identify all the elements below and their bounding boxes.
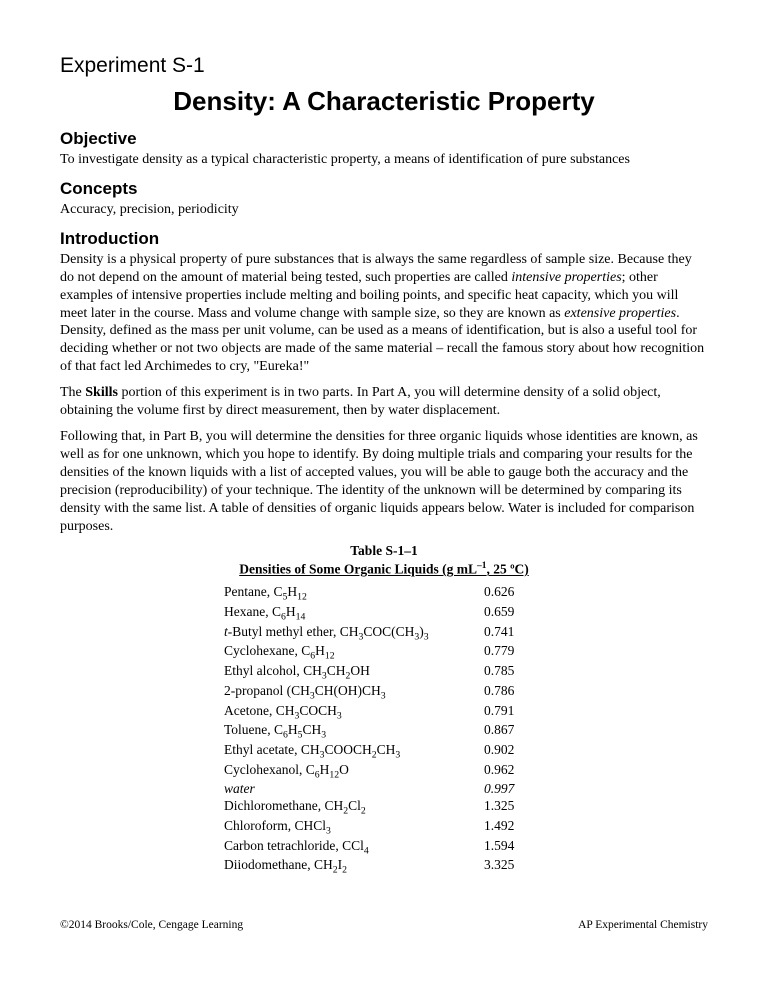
intro-p2-c: portion of this experiment is in two par… xyxy=(60,385,661,418)
compound-name: water xyxy=(224,781,484,798)
table-row: 2-propanol (CH3CH(OH)CH30.786 xyxy=(224,682,544,702)
footer-left: ©2014 Brooks/Cole, Cengage Learning xyxy=(60,919,243,931)
concepts-text: Accuracy, precision, periodicity xyxy=(60,201,708,219)
density-value: 1.594 xyxy=(484,837,544,857)
intro-p2-a: The xyxy=(60,385,85,400)
compound-name: Diiodomethane, CH2I2 xyxy=(224,857,484,877)
density-value: 0.785 xyxy=(484,663,544,683)
density-value: 0.786 xyxy=(484,682,544,702)
table-row: water0.997 xyxy=(224,781,544,798)
footer: ©2014 Brooks/Cole, Cengage Learning AP E… xyxy=(60,919,708,931)
compound-name: Dichloromethane, CH2Cl2 xyxy=(224,798,484,818)
footer-right: AP Experimental Chemistry xyxy=(578,919,708,931)
compound-name: Chloroform, CHCl3 xyxy=(224,817,484,837)
table-row: Hexane, C6H140.659 xyxy=(224,604,544,624)
table-row: Diiodomethane, CH2I23.325 xyxy=(224,857,544,877)
compound-name: Cyclohexane, C6H12 xyxy=(224,643,484,663)
density-value: 0.741 xyxy=(484,623,544,643)
table-caption: Table S-1–1 xyxy=(60,543,708,559)
intro-p1-i1: intensive properties xyxy=(511,270,621,285)
concepts-heading: Concepts xyxy=(60,179,708,199)
table-row: Acetone, CH3COCH30.791 xyxy=(224,702,544,722)
density-value: 0.902 xyxy=(484,741,544,761)
compound-name: Toluene, C6H5CH3 xyxy=(224,722,484,742)
intro-p1: Density is a physical property of pure s… xyxy=(60,251,708,376)
density-value: 0.867 xyxy=(484,722,544,742)
density-value: 0.659 xyxy=(484,604,544,624)
compound-name: Hexane, C6H14 xyxy=(224,604,484,624)
density-value: 1.325 xyxy=(484,798,544,818)
introduction-heading: Introduction xyxy=(60,229,708,249)
compound-name: t-Butyl methyl ether, CH3COC(CH3)3 xyxy=(224,623,484,643)
density-value: 0.626 xyxy=(484,584,544,604)
table-row: Pentane, C5H120.626 xyxy=(224,584,544,604)
objective-heading: Objective xyxy=(60,129,708,149)
intro-p1-i2: extensive properties xyxy=(564,306,676,321)
density-value: 3.325 xyxy=(484,857,544,877)
experiment-number: Experiment S-1 xyxy=(60,54,708,78)
density-value: 0.791 xyxy=(484,702,544,722)
compound-name: Acetone, CH3COCH3 xyxy=(224,702,484,722)
intro-p2: The Skills portion of this experiment is… xyxy=(60,384,708,420)
compound-name: Carbon tetrachloride, CCl4 xyxy=(224,837,484,857)
page-title: Density: A Characteristic Property xyxy=(60,86,708,117)
compound-name: Ethyl alcohol, CH3CH2OH xyxy=(224,663,484,683)
table-row: Cyclohexanol, C6H12O0.962 xyxy=(224,761,544,781)
table-row: Chloroform, CHCl31.492 xyxy=(224,817,544,837)
densities-table: Pentane, C5H120.626Hexane, C6H140.659t-B… xyxy=(224,584,544,877)
table-row: Cyclohexane, C6H120.779 xyxy=(224,643,544,663)
density-value: 0.997 xyxy=(484,781,544,798)
table-row: Ethyl acetate, CH3COOCH2CH30.902 xyxy=(224,741,544,761)
density-value: 0.962 xyxy=(484,761,544,781)
objective-text: To investigate density as a typical char… xyxy=(60,151,708,169)
density-value: 1.492 xyxy=(484,817,544,837)
intro-p2-b: Skills xyxy=(85,385,118,400)
table-row: Ethyl alcohol, CH3CH2OH0.785 xyxy=(224,663,544,683)
table-title-b: , 25 ºC) xyxy=(486,562,528,577)
table-title-a: Densities of Some Organic Liquids (g mL xyxy=(239,562,477,577)
compound-name: 2-propanol (CH3CH(OH)CH3 xyxy=(224,682,484,702)
density-value: 0.779 xyxy=(484,643,544,663)
table-row: Toluene, C6H5CH30.867 xyxy=(224,722,544,742)
table-row: Carbon tetrachloride, CCl41.594 xyxy=(224,837,544,857)
table-title: Densities of Some Organic Liquids (g mL–… xyxy=(60,561,708,578)
compound-name: Cyclohexanol, C6H12O xyxy=(224,761,484,781)
table-row: Dichloromethane, CH2Cl21.325 xyxy=(224,798,544,818)
compound-name: Pentane, C5H12 xyxy=(224,584,484,604)
intro-p3: Following that, in Part B, you will dete… xyxy=(60,428,708,535)
compound-name: Ethyl acetate, CH3COOCH2CH3 xyxy=(224,741,484,761)
table-row: t-Butyl methyl ether, CH3COC(CH3)30.741 xyxy=(224,623,544,643)
